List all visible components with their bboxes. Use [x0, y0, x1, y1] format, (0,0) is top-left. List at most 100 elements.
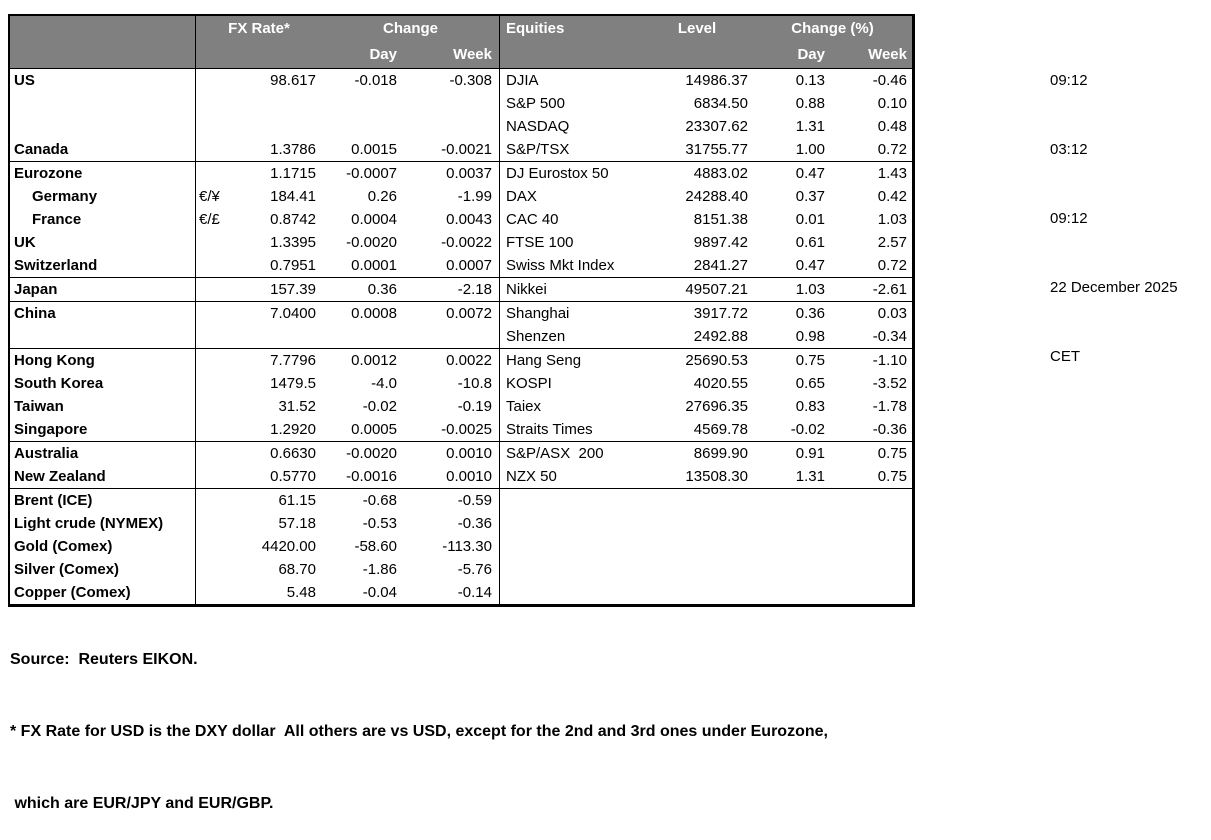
fx-footnote-line1: * FX Rate for USD is the DXY dollar All … — [10, 723, 828, 740]
fx-country-label: Copper (Comex) — [14, 584, 131, 601]
equity-week-change: 0.42 — [877, 188, 907, 205]
fx-country-label — [10, 92, 195, 115]
fx-country-label: Australia — [14, 445, 79, 462]
fx-pair-symbol — [195, 558, 226, 581]
table-row: Gold (Comex) 4420.00 -58.60 -113.30 — [10, 535, 912, 558]
equity-level: 25690.53 — [685, 352, 748, 369]
fx-week-change: -0.0022 — [441, 234, 492, 251]
fx-country-label: Switzerland — [14, 257, 98, 274]
header-blank — [226, 42, 322, 68]
fx-week-change: -2.18 — [457, 281, 492, 298]
fx-pair-symbol — [195, 395, 226, 418]
equity-name: DAX — [499, 185, 641, 208]
equity-day-change — [753, 558, 830, 581]
equity-week-change — [830, 489, 912, 512]
equity-level — [641, 558, 753, 581]
fx-week-change: -0.36 — [457, 515, 492, 532]
fx-country-label: Hong Kong — [14, 352, 95, 369]
fx-day-change: 0.36 — [367, 281, 397, 298]
fx-country-label — [10, 325, 195, 348]
equity-level: 4569.78 — [693, 421, 748, 438]
table-row: Eurozone 1.1715 -0.0007 0.0037 DJ Eurostox 5… — [10, 162, 912, 185]
fx-week-change: 0.0072 — [446, 305, 492, 322]
fx-week-change — [403, 115, 499, 138]
fx-pair-symbol — [195, 535, 226, 558]
table-row: Shenzen 2492.88 0.98 -0.34 — [10, 325, 912, 348]
table-row: Copper (Comex) 5.48 -0.04 -0.14 — [10, 581, 912, 604]
fx-week-change: 0.0010 — [446, 468, 492, 485]
equities-level-header: Level — [677, 20, 717, 37]
fx-country-label: South Korea — [14, 375, 104, 392]
equity-level: 27696.35 — [685, 398, 748, 415]
equity-name: Nikkei — [499, 278, 641, 301]
fx-rate-value: 68.70 — [278, 561, 316, 578]
fx-rate-value — [226, 92, 322, 115]
fx-week-change: 0.0022 — [446, 352, 492, 369]
fx-pair-symbol — [195, 465, 226, 488]
fx-rate-value — [226, 115, 322, 138]
fx-pair-symbol — [195, 442, 226, 465]
equity-day-change: 1.00 — [795, 141, 825, 158]
table-row: Australia 0.6630 -0.0020 0.0010 S&P/ASX 200 8… — [10, 442, 912, 465]
fx-country-label: US — [14, 72, 35, 89]
fx-day-change — [322, 325, 403, 348]
fx-week-change: 0.0010 — [446, 445, 492, 462]
fx-pair-symbol — [195, 162, 226, 185]
fx-rate-header: FX Rate* — [195, 16, 322, 42]
fx-rate-value: 184.41 — [270, 188, 316, 205]
equity-level: 13508.30 — [685, 468, 748, 485]
equity-level: 2841.27 — [693, 257, 748, 274]
equity-day-change: 0.47 — [795, 257, 825, 274]
fx-week-change: 0.0007 — [446, 257, 492, 274]
date-line: 22 December 2025 — [1050, 279, 1178, 296]
fx-day-change: -0.68 — [362, 492, 397, 509]
equity-name: Shanghai — [499, 302, 641, 325]
equity-name: S&P/TSX — [499, 138, 641, 161]
table-row: Singapore 1.2920 0.0005 -0.0025 Straits Time… — [10, 418, 912, 441]
equity-day-change: 0.91 — [795, 445, 825, 462]
table-row: Taiwan 31.52 -0.02 -0.19 Taiex 27696.35 0.83 -1… — [10, 395, 912, 418]
equity-day-change: 0.36 — [795, 305, 825, 322]
fx-week-change — [403, 92, 499, 115]
equity-name: Straits Times — [499, 418, 641, 441]
source-note: Source: Reuters EIKON. — [10, 651, 198, 668]
fx-pair-symbol — [195, 325, 226, 348]
fx-rate-value: 5.48 — [286, 584, 316, 601]
fx-day-change: -4.0 — [371, 375, 397, 392]
table-row: Switzerland 0.7951 0.0001 0.0007 Swiss Mkt I… — [10, 254, 912, 277]
fx-day-change: 0.0015 — [351, 141, 397, 158]
fx-rate-value: 157.39 — [270, 281, 316, 298]
fx-country-label: Silver (Comex) — [14, 561, 120, 578]
equities-header: Equities — [499, 16, 641, 42]
fx-rate-value: 1.3786 — [270, 141, 316, 158]
fx-pair-symbol — [195, 92, 226, 115]
header-blank — [195, 42, 226, 68]
equity-day-change: 0.01 — [795, 211, 825, 228]
fx-country-label: Brent (ICE) — [14, 492, 93, 509]
fx-pair-symbol — [195, 254, 226, 277]
equity-name: S&P/ASX 200 — [499, 442, 641, 465]
fx-week-change: -113.30 — [442, 538, 492, 555]
equity-day-change: 0.98 — [795, 328, 825, 345]
header-blank — [10, 42, 195, 68]
equity-name: KOSPI — [499, 372, 641, 395]
equity-name: Hang Seng — [499, 349, 641, 372]
equity-day-change: 0.13 — [795, 72, 825, 89]
table-group: China 7.0400 0.0008 0.0072 Shanghai 3917.72 0.… — [10, 302, 912, 349]
fx-country-label: China — [14, 305, 56, 322]
table-group: Hong Kong 7.7796 0.0012 0.0022 Hang Seng 2569… — [10, 349, 912, 442]
fx-day-change: -0.0020 — [346, 234, 397, 251]
equity-name: Taiex — [499, 395, 641, 418]
market-data-table: FX Rate* Change Equities Level Change (%… — [8, 14, 915, 607]
fx-day-change: 0.0001 — [351, 257, 397, 274]
equity-name: DJIA — [499, 69, 641, 92]
table-row: US 98.617 -0.018 -0.308 DJIA 14986.37 0.13 -0.4… — [10, 69, 912, 92]
equity-week-change: 0.72 — [877, 141, 907, 158]
fx-pair-symbol — [195, 278, 226, 301]
table-group: Brent (ICE) 61.15 -0.68 -0.59 Light crude (N… — [10, 489, 912, 604]
equity-name: Shenzen — [499, 325, 641, 348]
fx-day-change — [322, 92, 403, 115]
equity-level: 9897.42 — [693, 234, 748, 251]
fx-day-change: -0.0016 — [346, 468, 397, 485]
fx-day-change: -0.018 — [354, 72, 397, 89]
